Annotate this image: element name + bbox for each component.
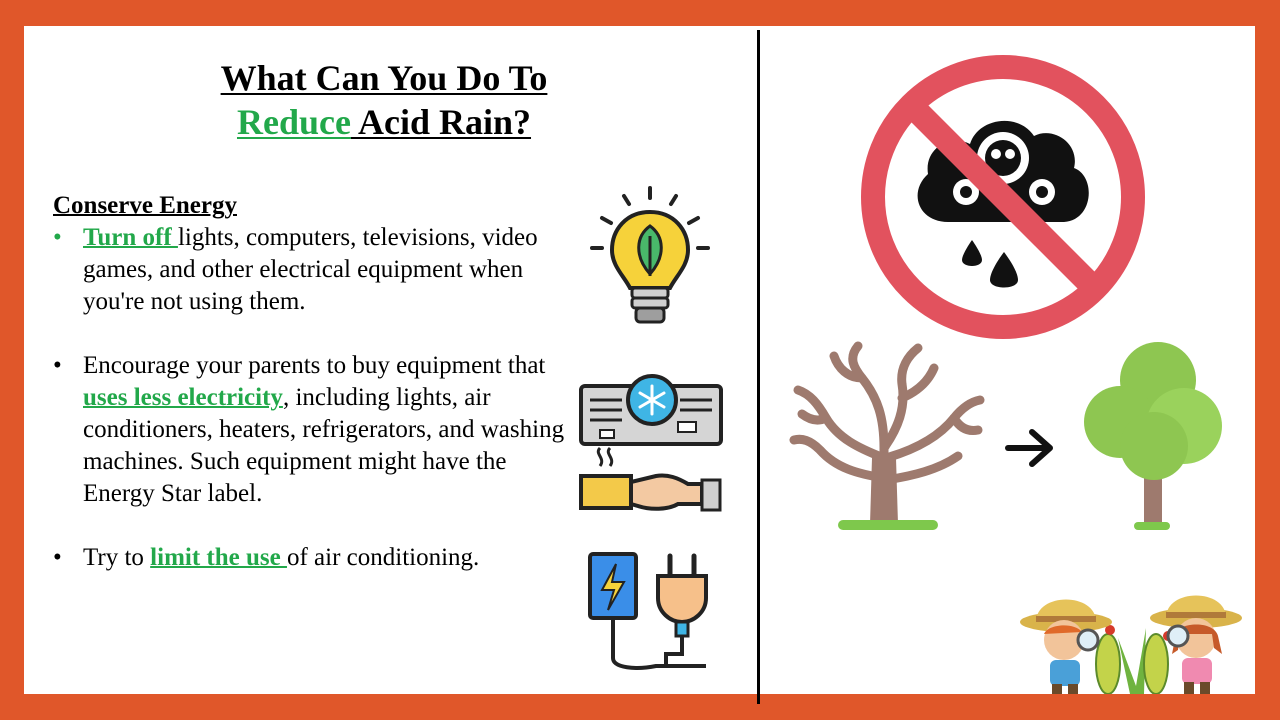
title-highlight: Reduce — [236, 102, 351, 142]
dead-tree-icon — [789, 341, 985, 530]
title-line1: What Can You Do To — [220, 58, 548, 98]
bullet-item-turn-off: • Turn off lights, computers, televisions… — [53, 222, 583, 318]
girl-explorer — [1150, 595, 1242, 694]
healthy-tree-icon — [1084, 342, 1222, 530]
arrow-right-icon — [1005, 429, 1053, 467]
bullet-dot: • — [53, 544, 62, 571]
vertical-divider — [757, 30, 760, 704]
bullet-item-less-electricity: • Encourage your parents to buy equipment… — [53, 350, 583, 510]
section-heading: Conserve Energy — [53, 192, 237, 219]
content-block: Conserve Energy • Turn off lights, comput… — [53, 190, 583, 574]
no-pollution-cloud-icon — [861, 55, 1145, 339]
lightbulb-leaf-icon — [590, 186, 710, 324]
page-title: What Can You Do To Reduce Acid Rain? — [104, 56, 664, 144]
bullet-dot: • — [53, 352, 62, 379]
title-line2-rest: Acid Rain? — [350, 102, 532, 142]
highlight-text: uses less electricity — [83, 384, 283, 411]
kids-explorers-illustration — [1020, 595, 1242, 694]
boy-explorer — [1020, 599, 1112, 694]
bullet-item-limit-ac: • Try to limit the use of air conditionin… — [53, 542, 583, 574]
slide: What Can You Do To Reduce Acid Rain? Con… — [24, 26, 1255, 694]
bullet-text: lights, computers, televisions, video ga… — [83, 224, 538, 315]
highlight-text: Turn off — [83, 224, 178, 251]
hand-plug-icon — [579, 473, 722, 512]
highlight-text: limit the use — [150, 544, 287, 571]
air-conditioner-icon — [579, 374, 723, 467]
bullet-text-pre: Try to — [83, 544, 151, 571]
bullet-text-pre: Encourage your parents to buy equipment … — [83, 352, 546, 379]
spacer — [53, 510, 583, 542]
spacer — [53, 318, 583, 350]
bullet-list: • Turn off lights, computers, televisions… — [53, 222, 583, 574]
plants — [1095, 625, 1173, 694]
bullet-text: , including lights, air conditioners, he… — [83, 384, 565, 507]
bullet-text: of air conditioning. — [286, 544, 480, 571]
power-plug-icon — [588, 552, 708, 670]
bullet-dot: • — [53, 224, 62, 251]
